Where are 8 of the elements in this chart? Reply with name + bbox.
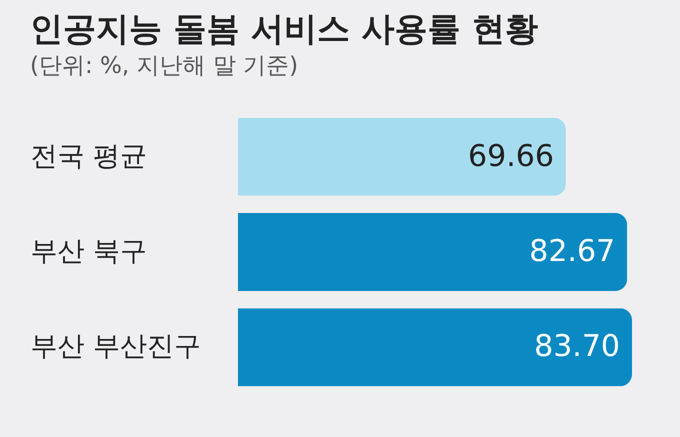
y-tick-label: 부산 부산진구 (30, 331, 202, 362)
data-label: 69.66 (468, 138, 554, 174)
chart-title: 인공지능 돌봄 서비스 사용률 현황 (30, 9, 538, 48)
y-tick-label: 부산 북구 (30, 236, 148, 267)
chart-subtitle: (단위: %, 지난해 말 기준) (30, 53, 298, 79)
data-label: 83.70 (534, 329, 620, 364)
y-tick-label: 전국 평균 (30, 140, 148, 172)
data-label: 82.67 (529, 234, 616, 269)
